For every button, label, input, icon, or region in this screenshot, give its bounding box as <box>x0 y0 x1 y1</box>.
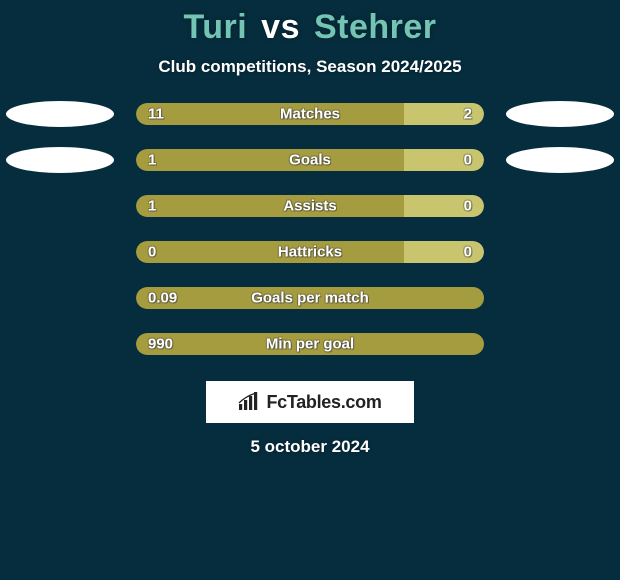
ellipse-spacer <box>6 285 114 311</box>
bar-segment-left <box>136 333 484 355</box>
subtitle: Club competitions, Season 2024/2025 <box>158 57 461 77</box>
date-label: 5 october 2024 <box>250 437 369 457</box>
vs-text: vs <box>261 8 300 46</box>
ellipse-spacer <box>506 331 614 357</box>
ellipse-left <box>6 147 114 173</box>
stat-row: 11Matches2 <box>0 103 620 125</box>
stat-bar: 0.09Goals per match <box>136 287 484 309</box>
stat-bar: 1Goals0 <box>136 149 484 171</box>
page-title: Turi vs Stehrer <box>184 8 437 47</box>
stat-row: 1Assists0 <box>0 195 620 217</box>
logo-text: FcTables.com <box>266 392 381 413</box>
player1-name: Turi <box>184 8 248 46</box>
ellipse-left <box>6 101 114 127</box>
ellipse-right <box>506 147 614 173</box>
bar-segment-left <box>136 103 404 125</box>
bar-segment-right <box>404 195 484 217</box>
source-logo[interactable]: FcTables.com <box>206 381 414 423</box>
player2-name: Stehrer <box>314 8 437 46</box>
ellipse-spacer <box>6 193 114 219</box>
stat-bar: 0Hattricks0 <box>136 241 484 263</box>
stat-row: 0.09Goals per match <box>0 287 620 309</box>
bar-segment-left <box>136 287 484 309</box>
ellipse-spacer <box>506 193 614 219</box>
stat-row: 990Min per goal <box>0 333 620 355</box>
stat-row: 0Hattricks0 <box>0 241 620 263</box>
bar-segment-right <box>404 241 484 263</box>
bar-segment-left <box>136 195 404 217</box>
bar-segment-right <box>404 103 484 125</box>
ellipse-spacer <box>6 331 114 357</box>
bar-segment-left <box>136 241 404 263</box>
stats-container: 11Matches2 1Goals0 1Assists0 0Hattricks0 0.0… <box>0 103 620 379</box>
ellipse-right <box>506 101 614 127</box>
comparison-card: Turi vs Stehrer Club competitions, Seaso… <box>0 0 620 580</box>
bar-segment-left <box>136 149 404 171</box>
bar-chart-icon <box>238 392 260 412</box>
ellipse-spacer <box>506 285 614 311</box>
bar-segment-right <box>404 149 484 171</box>
ellipse-spacer <box>506 239 614 265</box>
stat-bar: 1Assists0 <box>136 195 484 217</box>
ellipse-spacer <box>6 239 114 265</box>
stat-bar: 990Min per goal <box>136 333 484 355</box>
stat-bar: 11Matches2 <box>136 103 484 125</box>
stat-row: 1Goals0 <box>0 149 620 171</box>
